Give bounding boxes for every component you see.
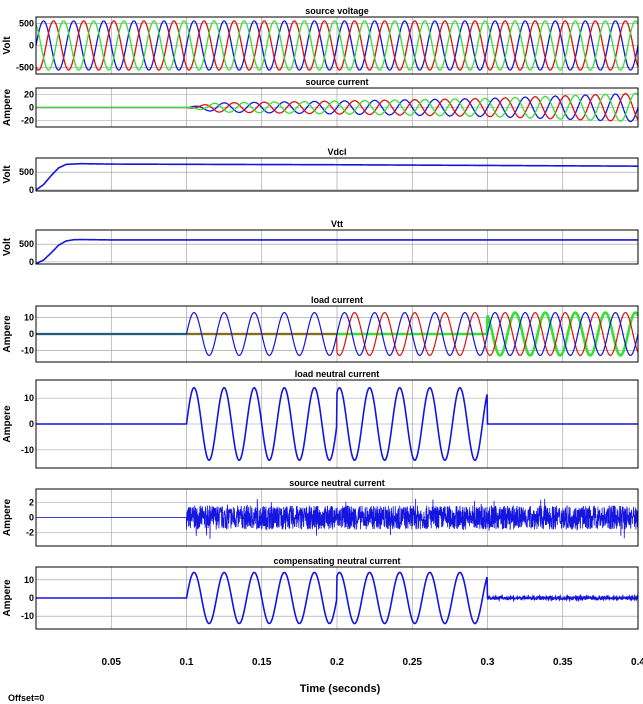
y-axis-label: Ampere <box>2 405 13 443</box>
y-axis-label: Volt <box>2 237 13 256</box>
panel-title: Vdcl <box>327 147 346 157</box>
time-axis: 0.05 0.1 0.15 0.2 0.25 0.3 0.35 0.4 <box>102 657 643 668</box>
series-line <box>36 92 638 122</box>
traces <box>36 386 638 462</box>
traces <box>36 571 638 625</box>
y-axis-label: Ampere <box>2 498 13 536</box>
y-tick-label: 500 <box>19 19 34 29</box>
panel-title: compensating neutral current <box>273 556 400 566</box>
y-tick-label: 0 <box>29 185 34 195</box>
x-tick-label: 0.3 <box>481 657 495 668</box>
panel-frame <box>35 87 639 128</box>
x-tick-label: 0.35 <box>553 657 573 668</box>
traces <box>36 92 638 123</box>
series-line <box>36 20 638 71</box>
y-tick-label: 20 <box>24 90 34 100</box>
panel-frame <box>35 229 639 265</box>
panel-title: Vtt <box>331 219 343 229</box>
y-tick-label: -10 <box>21 445 34 455</box>
x-tick-label: 0.4 <box>631 657 643 668</box>
y-tick-label: -10 <box>21 611 34 621</box>
series-line <box>36 386 638 462</box>
y-axis-label: Ampere <box>2 88 13 126</box>
y-tick-label: -2 <box>26 528 34 538</box>
y-tick-label: 10 <box>24 575 34 585</box>
x-tick-label: 0.1 <box>180 657 194 668</box>
scope-panel: 2 0 -2 source neutral current Ampere <box>2 478 639 547</box>
y-tick-label: -10 <box>21 345 34 355</box>
panel-frame <box>35 305 639 363</box>
traces <box>36 162 638 191</box>
y-tick-label: 0 <box>29 329 34 339</box>
scope-panel: 500 0 -500 source voltage Volt <box>2 6 639 75</box>
y-tick-label: 0 <box>29 103 34 113</box>
y-tick-label: 500 <box>19 239 34 249</box>
scope-panel: 10 0 -10 compensating neutral current Ampere <box>2 556 639 630</box>
series-line <box>36 20 638 71</box>
traces <box>36 498 638 539</box>
y-tick-label: 0 <box>29 593 34 603</box>
panel-frame <box>35 488 639 547</box>
x-tick-label: 0.05 <box>102 657 122 668</box>
x-tick-label: 0.2 <box>330 657 344 668</box>
scope-panel: 500 0 Vtt Volt <box>2 219 639 267</box>
series-line <box>36 498 638 539</box>
panel-frame <box>35 379 639 469</box>
panel-title: load neutral current <box>295 369 380 379</box>
panel-title: source neutral current <box>289 478 385 488</box>
x-tick-label: 0.15 <box>252 657 272 668</box>
series-line <box>36 571 638 625</box>
y-axis-label: Ampere <box>2 579 13 617</box>
y-tick-label: 0 <box>29 513 34 523</box>
scope-panel: 500 0 Vdcl Volt <box>2 147 639 195</box>
series-line <box>36 238 638 264</box>
traces <box>36 311 638 357</box>
y-tick-label: 0 <box>29 419 34 429</box>
series-line <box>36 20 638 71</box>
y-tick-label: -500 <box>16 62 34 72</box>
y-tick-label: 2 <box>29 498 34 508</box>
traces <box>36 238 638 264</box>
y-tick-label: 0 <box>29 257 34 267</box>
y-tick-label: 500 <box>19 167 34 177</box>
series-line <box>36 312 638 356</box>
panel-frame <box>35 16 639 75</box>
panel-title: source voltage <box>305 6 369 16</box>
x-tick-label: 0.25 <box>403 657 423 668</box>
offset-readout: Offset=0 <box>8 693 44 703</box>
scope-panel: 10 0 -10 load current Ampere <box>2 295 639 363</box>
y-axis-label: Volt <box>2 165 13 184</box>
y-axis-label: Volt <box>2 36 13 55</box>
y-tick-label: 10 <box>24 393 34 403</box>
y-tick-label: 0 <box>29 41 34 51</box>
traces <box>36 20 638 71</box>
series-line <box>36 162 638 191</box>
x-axis-label: Time (seconds) <box>300 683 381 695</box>
panel-frame <box>35 157 639 192</box>
scope-panel: 10 0 -10 load neutral current Ampere <box>2 369 639 469</box>
scope-panel: 20 0 -20 source current Ampere <box>2 77 639 128</box>
panel-frame <box>35 566 639 630</box>
panel-title: load current <box>311 295 363 305</box>
panel-title: source current <box>305 77 368 87</box>
y-tick-label: 10 <box>24 313 34 323</box>
y-tick-label: -20 <box>21 116 34 126</box>
y-axis-label: Ampere <box>2 315 13 353</box>
